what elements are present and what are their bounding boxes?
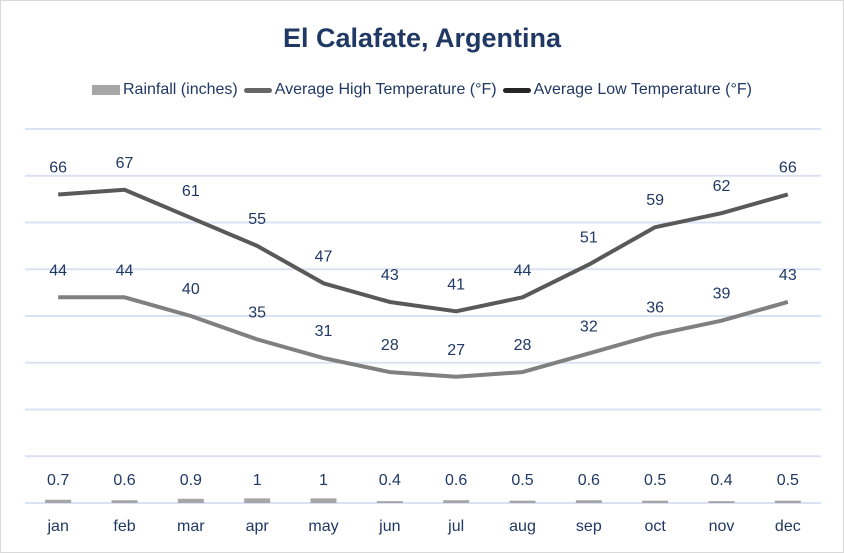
rainfall-bar <box>575 500 602 503</box>
x-tick-label: apr <box>246 518 270 535</box>
rainfall-bar <box>376 501 403 503</box>
line-data-label: 28 <box>514 337 532 354</box>
line-data-label: 43 <box>381 267 399 284</box>
series-line <box>58 295 789 379</box>
legend-swatch <box>243 87 272 93</box>
rainfall-bar <box>509 500 536 503</box>
chart-title: El Calafate, Argentina <box>282 23 562 53</box>
x-tick-label: feb <box>113 518 135 535</box>
line-data-label: 28 <box>381 337 399 354</box>
bar-data-label: 0.6 <box>445 472 467 489</box>
bar-data-label: 0.5 <box>777 472 799 489</box>
rainfall-bar <box>774 500 801 503</box>
line-data-label: 67 <box>116 155 134 172</box>
line-data-label: 61 <box>182 183 200 200</box>
bar-data-label: 0.6 <box>113 472 135 489</box>
rainfall-bar <box>177 498 204 503</box>
line-data-label: 43 <box>779 267 797 284</box>
rainfall-bar <box>642 500 669 503</box>
bar-data-label: 1 <box>319 472 328 489</box>
x-tick-label: sep <box>576 518 602 535</box>
line-data-label: 27 <box>447 342 465 359</box>
line-data-label: 47 <box>315 248 333 265</box>
x-tick-label: dec <box>775 518 801 535</box>
x-tick-label: may <box>308 518 338 535</box>
x-tick-label: aug <box>509 518 536 535</box>
x-tick-label: jan <box>46 518 68 535</box>
line-data-label: 44 <box>116 262 134 279</box>
line-data-label: 32 <box>580 318 598 335</box>
legend-swatch <box>502 87 531 93</box>
rainfall-bar <box>45 499 72 503</box>
line-data-label: 31 <box>315 323 333 340</box>
legend: Rainfall (inches) Average High Temperatur… <box>1 81 843 99</box>
x-tick-label: jul <box>447 518 464 535</box>
rainfall-bar <box>443 500 470 503</box>
line-data-label: 51 <box>580 230 598 247</box>
rainfall-bar <box>244 498 271 503</box>
rainfall-bar <box>310 498 337 503</box>
bar-data-label: 0.4 <box>710 472 732 489</box>
line-data-label: 62 <box>713 178 731 195</box>
bar-data-label: 0.5 <box>511 472 533 489</box>
series-line <box>58 187 789 314</box>
bar-data-label: 0.6 <box>578 472 600 489</box>
bar-data-label: 1 <box>253 472 262 489</box>
line-data-label: 41 <box>447 276 465 293</box>
line-data-label: 39 <box>713 286 731 303</box>
line-data-label: 66 <box>779 159 797 176</box>
legend-label: Average High Temperature (°F) <box>274 81 497 98</box>
rainfall-bar <box>708 501 735 503</box>
x-tick-label: oct <box>644 518 666 535</box>
x-tick-label: nov <box>709 518 735 535</box>
line-data-label: 35 <box>248 304 266 321</box>
bar-data-label: 0.4 <box>379 472 401 489</box>
line-data-label: 44 <box>49 262 67 279</box>
bar-data-label: 0.7 <box>47 472 69 489</box>
line-data-label: 55 <box>248 211 266 228</box>
legend-label: Average Low Temperature (°F) <box>533 81 752 98</box>
legend-item: Average High Temperature (°F) <box>243 81 497 99</box>
legend-label: Rainfall (inches) <box>123 81 238 98</box>
bar-data-label: 0.9 <box>180 472 202 489</box>
line-data-label: 44 <box>514 262 532 279</box>
legend-item: Rainfall (inches) <box>92 81 238 99</box>
rainfall-bar <box>111 500 138 503</box>
line-data-label: 66 <box>49 159 67 176</box>
bar-data-label: 0.5 <box>644 472 666 489</box>
line-data-label: 59 <box>646 192 664 209</box>
line-data-label: 40 <box>182 281 200 298</box>
line-data-label: 36 <box>646 300 664 317</box>
x-tick-label: mar <box>177 518 205 535</box>
legend-swatch <box>92 85 120 95</box>
x-tick-label: jun <box>378 518 400 535</box>
legend-item: Average Low Temperature (°F) <box>502 81 752 99</box>
